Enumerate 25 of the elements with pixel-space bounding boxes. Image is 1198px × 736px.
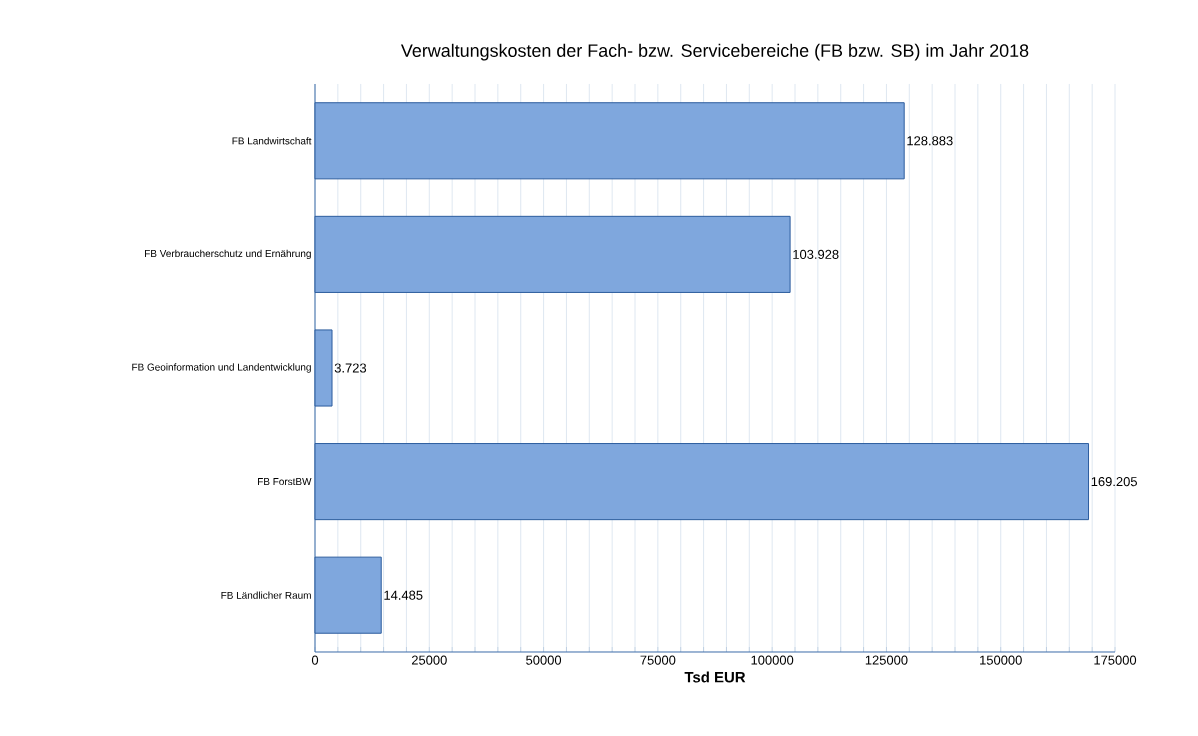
x-tick-label: 100000 — [751, 655, 794, 665]
chart-title: Verwaltungskosten der Fach- bzw. Servicebereiche (FB bzw. SB) im Jahr 2018 — [400, 43, 1029, 61]
data-label: 14.485 — [384, 590, 423, 600]
x-tick-label: 25000 — [411, 655, 447, 665]
data-label: 169.205 — [1091, 477, 1137, 487]
bar — [314, 102, 905, 180]
x-tick-label: 150000 — [980, 655, 1022, 665]
x-tick-label: 50000 — [526, 655, 562, 665]
y-tick-label: FB Ländlicher Raum — [221, 591, 311, 599]
bar — [314, 443, 1090, 521]
x-tick-label: 125000 — [865, 655, 908, 665]
y-tick-label: FB Verbraucherschutz und Ernährung — [145, 249, 311, 260]
bar — [314, 215, 791, 293]
x-axis-title: Tsd EUR — [684, 671, 746, 683]
y-tick-label: FB Landwirtschaft — [232, 137, 312, 145]
y-tick-label: FB ForstBW — [258, 478, 312, 486]
x-tick-label: 0 — [311, 655, 319, 665]
data-label: 3.723 — [334, 363, 367, 373]
bar — [314, 556, 382, 634]
x-tick-label: 175000 — [1094, 655, 1137, 665]
data-label: 128.883 — [907, 136, 953, 146]
data-label: 103.928 — [793, 249, 839, 259]
bar — [314, 329, 333, 407]
y-tick-label: FB Geoinformation und Landentwicklung — [132, 363, 311, 373]
x-tick-label: 75000 — [640, 655, 676, 665]
